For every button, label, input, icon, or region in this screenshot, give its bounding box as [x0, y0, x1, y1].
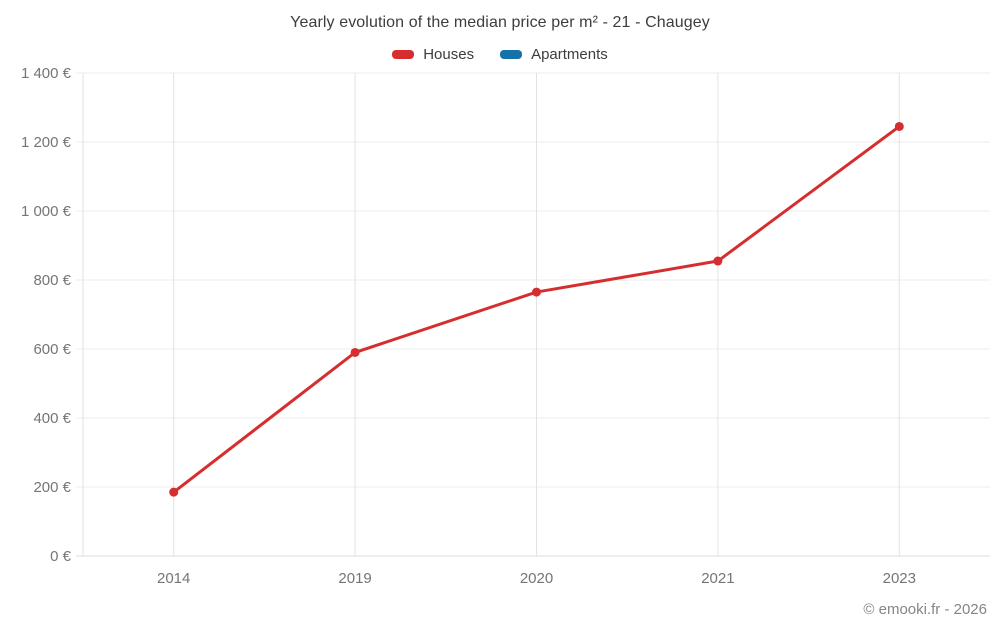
- x-axis-tick-label: 2019: [338, 570, 371, 587]
- y-axis-tick-label: 1 000 €: [21, 203, 72, 220]
- data-point-houses-2021[interactable]: [713, 256, 723, 266]
- data-point-houses-2020[interactable]: [532, 287, 541, 297]
- legend-label-houses: Houses: [423, 46, 475, 63]
- data-point-houses-2023[interactable]: [894, 121, 904, 131]
- y-axis-tick-label: 1 400 €: [21, 65, 72, 82]
- data-point-houses-2019[interactable]: [350, 347, 360, 357]
- y-axis-tick-label: 600 €: [33, 341, 71, 358]
- chart-legend: Houses Apartments: [0, 46, 1000, 63]
- credit-text: © emooki.fr - 2026: [863, 601, 987, 618]
- y-axis-tick-label: 400 €: [33, 410, 71, 427]
- y-axis-tick-label: 1 200 €: [21, 134, 72, 151]
- x-axis-tick-label: 2021: [701, 570, 734, 587]
- x-axis-tick-label: 2014: [157, 570, 190, 587]
- chart-title: Yearly evolution of the median price per…: [290, 14, 710, 31]
- legend-item-houses[interactable]: Houses: [392, 46, 474, 63]
- y-axis-tick-label: 200 €: [33, 479, 71, 496]
- legend-item-apartments[interactable]: Apartments: [500, 46, 608, 63]
- data-point-houses-2014[interactable]: [169, 487, 179, 497]
- y-axis-tick-label: 0 €: [50, 548, 72, 565]
- legend-label-apartments: Apartments: [531, 46, 608, 63]
- x-axis-tick-label: 2023: [883, 570, 916, 587]
- apartments-series-swatch-icon: [500, 50, 523, 59]
- houses-series-swatch-icon: [392, 50, 415, 59]
- x-axis-tick-label: 2020: [520, 570, 553, 587]
- y-axis-tick-label: 800 €: [33, 272, 71, 289]
